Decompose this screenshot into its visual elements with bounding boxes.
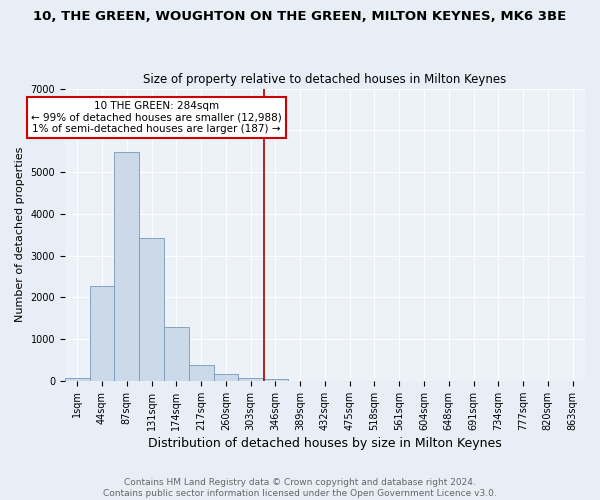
- Bar: [89, 286, 115, 381]
- Text: Contains HM Land Registry data © Crown copyright and database right 2024.
Contai: Contains HM Land Registry data © Crown c…: [103, 478, 497, 498]
- Bar: [263, 378, 288, 381]
- Bar: [115, 152, 139, 381]
- Text: 10, THE GREEN, WOUGHTON ON THE GREEN, MILTON KEYNES, MK6 3BE: 10, THE GREEN, WOUGHTON ON THE GREEN, MI…: [34, 10, 566, 23]
- Bar: [65, 378, 89, 381]
- Title: Size of property relative to detached houses in Milton Keynes: Size of property relative to detached ho…: [143, 73, 506, 86]
- Bar: [214, 374, 238, 381]
- Text: 10 THE GREEN: 284sqm
← 99% of detached houses are smaller (12,988)
1% of semi-de: 10 THE GREEN: 284sqm ← 99% of detached h…: [31, 101, 282, 134]
- Bar: [139, 238, 164, 381]
- X-axis label: Distribution of detached houses by size in Milton Keynes: Distribution of detached houses by size …: [148, 437, 502, 450]
- Bar: [164, 326, 189, 381]
- Y-axis label: Number of detached properties: Number of detached properties: [15, 147, 25, 322]
- Bar: [238, 378, 263, 381]
- Bar: [189, 365, 214, 381]
